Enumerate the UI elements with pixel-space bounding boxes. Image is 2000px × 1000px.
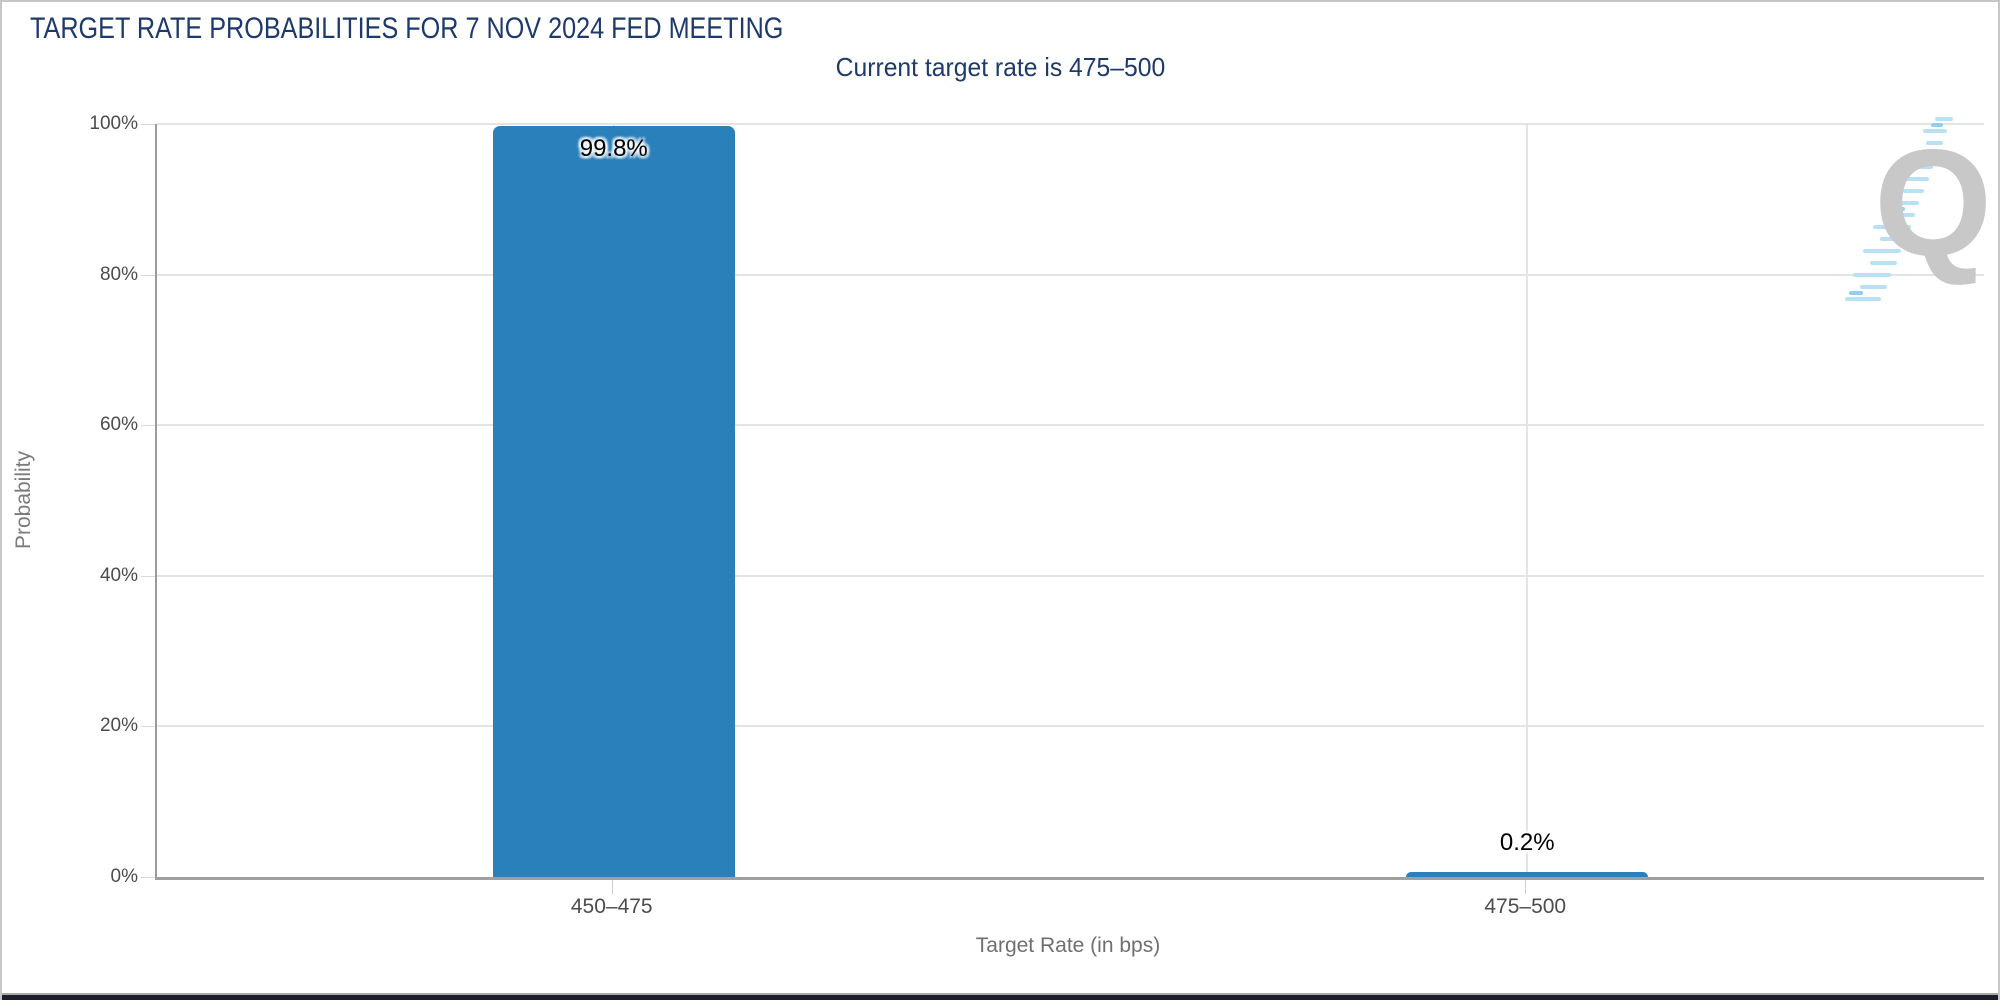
x-axis-title: Target Rate (in bps): [975, 934, 1161, 957]
y-tick-mark-60: [141, 425, 155, 427]
y-tick-mark-80: [141, 274, 155, 276]
y-tick-label-20: 20%: [99, 715, 138, 737]
gridline-v-475-500: [1526, 124, 1529, 877]
bar-475-500[interactable]: [1406, 872, 1649, 877]
bar-value-label-450-475: 99.8%: [579, 134, 648, 162]
x-tick-mark-475-500: [1525, 880, 1527, 894]
plot-area: 99.8% 0.2%: [155, 123, 1984, 880]
y-tick-label-0: 0%: [110, 866, 138, 887]
x-tick-mark-450-475: [611, 880, 613, 894]
gridline-h-80: [157, 273, 1984, 276]
y-axis-title: Probability: [12, 450, 35, 550]
y-tick-mark-100: [141, 124, 155, 125]
table-header-edge: [2, 995, 1998, 1000]
y-tick-label-80: 80%: [99, 263, 138, 285]
gridline-h-40: [157, 574, 1984, 577]
gridline-h-60: [157, 424, 1984, 427]
y-tick-label-100: 100%: [89, 113, 138, 134]
x-tick-label-475-500: 475–500: [1484, 895, 1567, 918]
page-title-text: TARGET RATE PROBABILITIES FOR 7 NOV 2024…: [30, 12, 784, 45]
widget-bottom-border: [2, 993, 1998, 995]
gridline-h-100: [157, 123, 1984, 125]
bar-450-475[interactable]: [492, 125, 735, 877]
y-tick-label-60: 60%: [99, 414, 138, 436]
x-tick-label-450-475: 450–475: [570, 895, 653, 918]
gridline-h-20: [157, 725, 1984, 728]
bar-value-label-475-500: 0.2%: [1499, 829, 1555, 856]
y-tick-mark-0: [141, 877, 155, 878]
y-tick-mark-20: [141, 726, 155, 728]
chart-subtitle: Current target rate is 475–500: [2, 52, 1998, 83]
page-title: TARGET RATE PROBABILITIES FOR 7 NOV 2024…: [30, 12, 927, 46]
y-tick-label-40: 40%: [99, 564, 138, 586]
watermark-swoosh-icon: [1845, 117, 1953, 301]
watermark-q-letter: Q: [1874, 118, 1993, 288]
y-tick-mark-40: [141, 575, 155, 577]
chart-subtitle-text: Current target rate is 475–500: [835, 52, 1165, 82]
quikstrike-watermark: Q: [1837, 105, 1997, 315]
